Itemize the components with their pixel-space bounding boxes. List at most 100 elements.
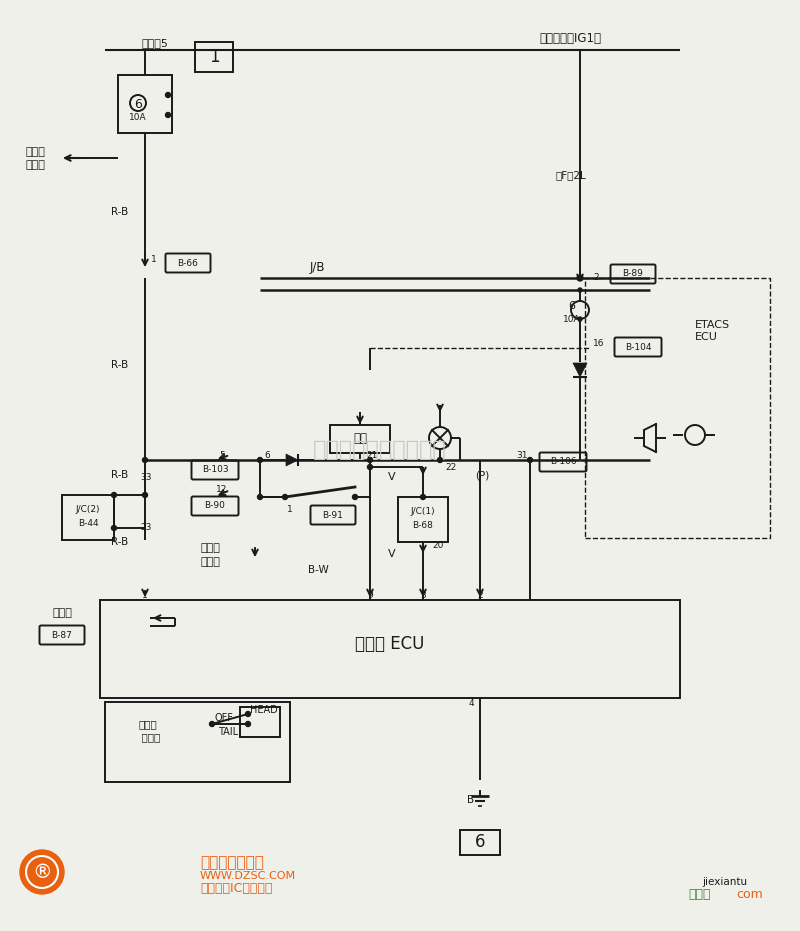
Text: B-104: B-104: [625, 343, 651, 352]
Circle shape: [111, 525, 117, 531]
Circle shape: [20, 850, 64, 894]
Text: (P): (P): [475, 470, 489, 480]
Circle shape: [578, 288, 582, 292]
Text: B-66: B-66: [178, 259, 198, 267]
Text: 4: 4: [468, 698, 474, 708]
Circle shape: [166, 92, 170, 98]
Text: ®: ®: [32, 862, 52, 882]
Text: 23: 23: [141, 523, 152, 533]
Circle shape: [210, 722, 214, 726]
Circle shape: [353, 494, 358, 500]
Circle shape: [421, 494, 426, 500]
Text: 电源分: 电源分: [25, 147, 45, 157]
Text: com: com: [737, 888, 763, 901]
Text: 9: 9: [367, 591, 373, 600]
Circle shape: [246, 711, 250, 717]
Text: 6: 6: [134, 98, 142, 111]
Text: 6: 6: [569, 301, 575, 311]
Text: 主开关 ECU: 主开关 ECU: [355, 635, 425, 653]
Text: 1: 1: [142, 591, 148, 600]
Text: 21: 21: [366, 452, 378, 461]
Text: B-90: B-90: [205, 502, 226, 510]
Bar: [100, 600, 680, 698]
Text: 10A: 10A: [563, 315, 581, 323]
Text: B-106: B-106: [550, 457, 576, 466]
Text: 33: 33: [141, 474, 152, 482]
Text: （灯光: （灯光: [138, 719, 158, 729]
Text: 主开关: 主开关: [52, 608, 72, 618]
Text: 22: 22: [445, 464, 456, 473]
Circle shape: [258, 494, 262, 500]
Text: 电源分: 电源分: [200, 543, 220, 553]
Text: 2: 2: [593, 274, 598, 282]
Text: B-87: B-87: [51, 630, 73, 640]
Text: B-89: B-89: [622, 269, 643, 278]
Circle shape: [367, 465, 373, 469]
Text: OFF: OFF: [214, 713, 234, 723]
Circle shape: [166, 113, 170, 117]
Text: jiexiantu: jiexiantu: [702, 877, 747, 887]
Circle shape: [577, 275, 583, 281]
Text: 1: 1: [209, 48, 219, 66]
Text: 易熔丝5: 易熔丝5: [142, 38, 169, 48]
Bar: [240, 707, 280, 737]
Circle shape: [26, 856, 58, 888]
Text: J/B: J/B: [310, 262, 326, 275]
Bar: [398, 497, 448, 542]
Bar: [195, 42, 233, 72]
Bar: [330, 425, 390, 453]
Text: R-B: R-B: [111, 470, 129, 480]
Text: R-B: R-B: [111, 360, 129, 370]
Text: 1: 1: [151, 255, 157, 264]
Bar: [460, 830, 500, 855]
Text: 接线图: 接线图: [689, 888, 711, 901]
Text: 16: 16: [593, 339, 605, 347]
Text: B: B: [467, 795, 474, 805]
Bar: [105, 702, 290, 782]
Circle shape: [367, 457, 373, 463]
Text: 机枕智睿科技有限公司: 机枕智睿科技有限公司: [313, 440, 447, 460]
Text: 10A: 10A: [129, 113, 147, 122]
Text: 12: 12: [216, 485, 228, 494]
Circle shape: [111, 492, 117, 497]
Text: J/C(1): J/C(1): [410, 507, 435, 517]
Text: WWW.DZSC.COM: WWW.DZSC.COM: [200, 871, 296, 881]
Text: 〈F〉2L: 〈F〉2L: [556, 170, 586, 180]
Text: 维库电子市场网: 维库电子市场网: [200, 856, 264, 870]
Text: 6: 6: [264, 452, 270, 461]
Circle shape: [282, 494, 287, 500]
Polygon shape: [286, 454, 298, 466]
Circle shape: [142, 492, 147, 497]
Bar: [585, 278, 770, 538]
Text: R-B: R-B: [111, 207, 129, 217]
Circle shape: [258, 457, 262, 463]
Text: B-W: B-W: [308, 565, 328, 575]
Text: ETACS: ETACS: [695, 320, 730, 330]
Text: 6: 6: [474, 833, 486, 851]
Circle shape: [438, 457, 442, 463]
Bar: [118, 75, 172, 133]
Text: J/C(2): J/C(2): [76, 506, 100, 515]
Text: 配系统: 配系统: [200, 557, 220, 567]
Text: B-44: B-44: [78, 519, 98, 529]
Text: 3: 3: [420, 591, 426, 600]
Text: B-68: B-68: [413, 521, 434, 531]
Text: ECU: ECU: [695, 332, 718, 342]
Text: HEAD: HEAD: [250, 705, 278, 715]
Text: 电源: 电源: [353, 433, 367, 446]
Text: B-103: B-103: [202, 466, 228, 475]
Circle shape: [142, 457, 147, 463]
Circle shape: [527, 457, 533, 463]
Text: 20: 20: [432, 542, 443, 550]
Circle shape: [578, 317, 582, 321]
Text: B-91: B-91: [322, 510, 343, 519]
Text: V: V: [388, 549, 396, 559]
Bar: [62, 495, 114, 540]
Text: TAIL: TAIL: [218, 727, 238, 737]
Text: 开关）: 开关）: [135, 732, 161, 742]
Text: 1: 1: [287, 506, 293, 515]
Circle shape: [246, 722, 250, 726]
Text: R-B: R-B: [111, 537, 129, 547]
Text: 31: 31: [517, 452, 528, 461]
Text: 点火开关（IG1）: 点火开关（IG1）: [539, 32, 601, 45]
